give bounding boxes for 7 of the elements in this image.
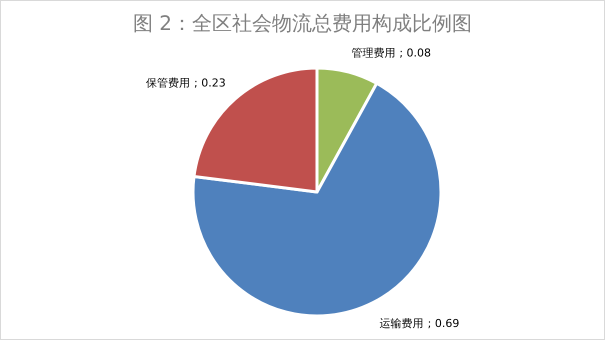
data-label: ; 0.23 — [194, 76, 226, 90]
data-label: ; 0.69 — [428, 316, 460, 330]
data-label: ; 0.08 — [399, 46, 432, 60]
slice-label: 运输费用 — [380, 316, 424, 330]
chart-title: 图 2：全区社会物流总费用构成比例图 — [132, 11, 472, 35]
slice-label: 保管费用 — [146, 76, 190, 90]
slice-label: 管理费用 — [351, 46, 396, 60]
